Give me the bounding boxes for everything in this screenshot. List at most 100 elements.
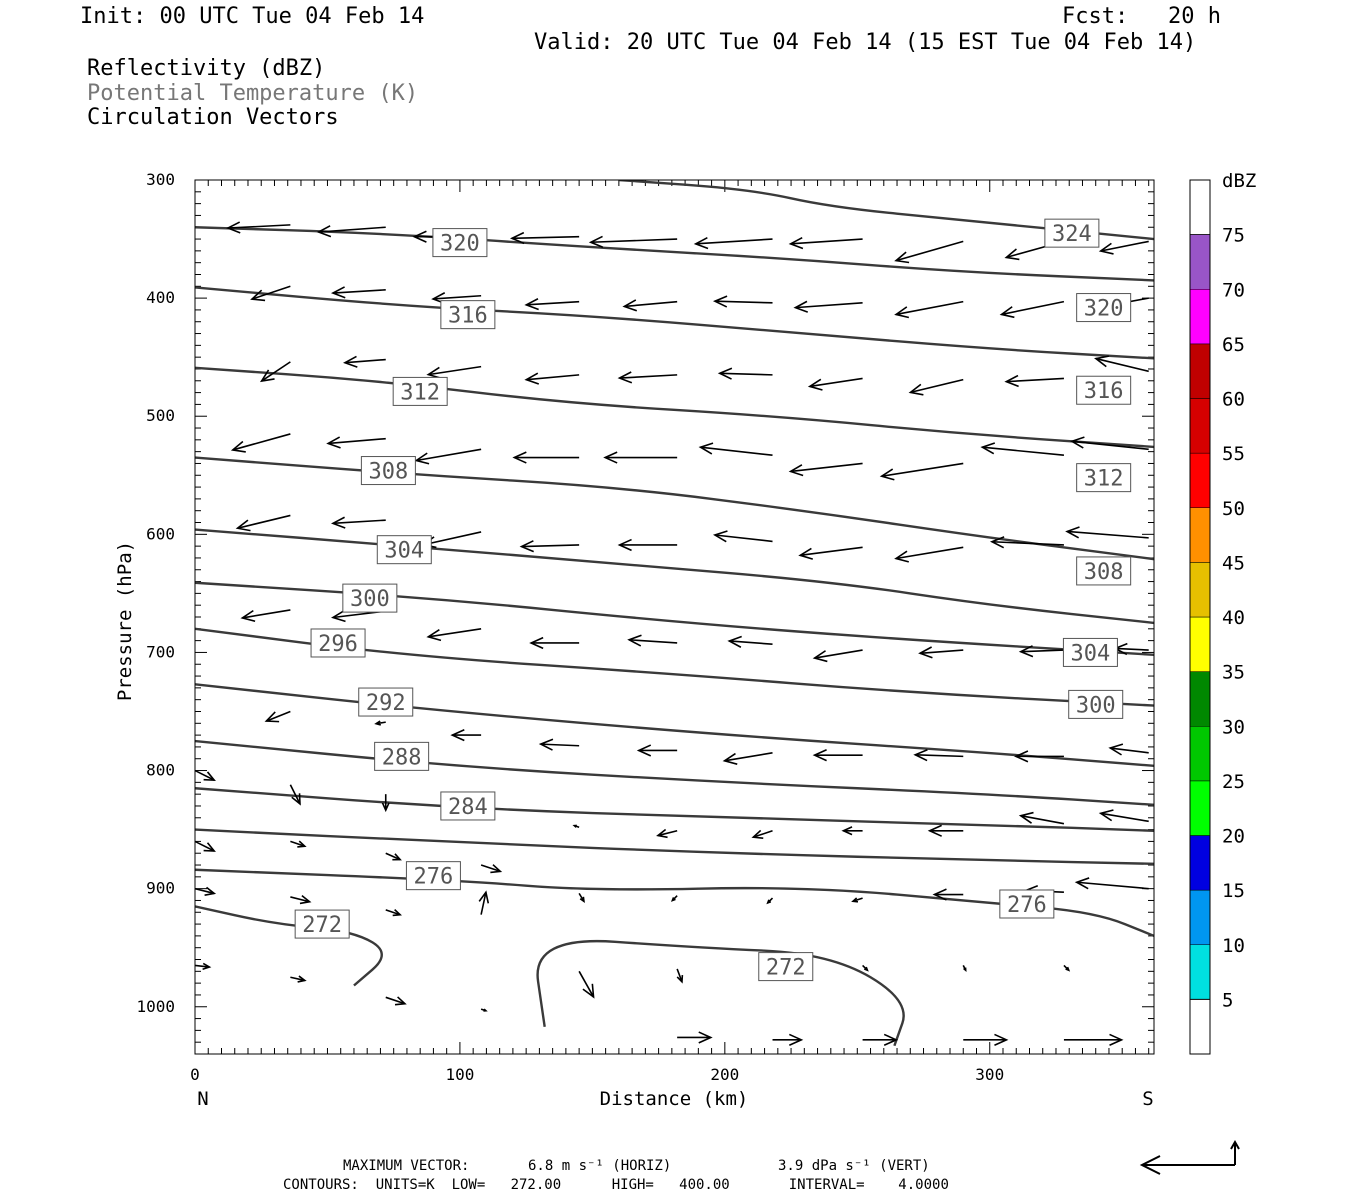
contour-label: 324 (1044, 218, 1100, 248)
circulation-vector (617, 371, 678, 384)
circulation-vector (480, 864, 503, 874)
circulation-vector (670, 895, 678, 902)
circulation-vector (290, 840, 307, 848)
circulation-vector (226, 221, 291, 234)
circulation-vector (240, 609, 291, 623)
svg-text:284: 284 (448, 795, 488, 820)
theta-contour-324 (618, 180, 1154, 241)
svg-text:300: 300 (350, 587, 390, 612)
circulation-vector (627, 634, 678, 647)
colorbar-tick-label: 10 (1222, 935, 1245, 957)
circulation-vector (195, 769, 216, 782)
contour-label: 272 (758, 952, 814, 982)
circulation-vector (717, 367, 773, 380)
circulation-vector (656, 828, 678, 839)
circulation-vector (812, 749, 863, 762)
colorbar-segment (1189, 889, 1211, 945)
contour-label: 304 (1062, 637, 1118, 667)
contour-label: 288 (374, 741, 430, 771)
circulation-vector (766, 897, 774, 905)
contour-label: 276 (405, 861, 461, 891)
svg-text:312: 312 (400, 380, 440, 405)
svg-text:316: 316 (448, 304, 488, 329)
field-potential-temperature: Potential Temperature (K) (87, 81, 419, 106)
circulation-vector (722, 752, 773, 765)
colorbar-segment (1189, 671, 1211, 727)
contour-label: 316 (1076, 375, 1132, 405)
x-end-label-north: N (197, 1088, 208, 1110)
svg-text:312: 312 (1084, 467, 1124, 492)
circulation-vector (636, 744, 678, 757)
circulation-vector (519, 540, 580, 553)
circulation-vector (414, 448, 482, 465)
svg-text:292: 292 (366, 691, 406, 716)
y-tick-label: 800 (146, 761, 175, 780)
y-tick-label: 700 (146, 642, 175, 661)
svg-text:272: 272 (302, 913, 342, 938)
axes-layer: 300 400 500 600 700 800 900 1000 0 100 200 300 (136, 170, 1154, 1084)
circulation-vector (524, 298, 580, 311)
colorbar-frame (1189, 179, 1211, 1055)
circulation-vector (385, 909, 402, 917)
circulation-vector (851, 897, 863, 903)
contour-label: 320 (1076, 293, 1132, 323)
circulation-vector (264, 710, 291, 723)
circulation-vector (512, 451, 580, 464)
circulation-vector (1013, 750, 1064, 763)
circulation-vector (879, 462, 964, 481)
contour-label: 300 (1068, 689, 1124, 719)
theta-contour-308 (195, 528, 1154, 625)
colorbar-tick-label: 30 (1222, 716, 1245, 738)
circulation-vector (1098, 240, 1149, 255)
contour-label: 276 (999, 889, 1055, 919)
circulation-vector (798, 546, 863, 560)
circulation-vector (622, 299, 678, 312)
theta-contour-288 (195, 739, 1154, 806)
contour-label: 272 (294, 909, 350, 939)
theta-contour-292 (195, 683, 1154, 768)
circulation-vector (807, 377, 863, 391)
y-tick-label: 1000 (136, 997, 175, 1016)
circulation-vector (529, 636, 580, 650)
circulation-vector (793, 300, 863, 313)
circulation-vector (250, 285, 291, 302)
forecast-hour: Fcst: 20 h (1062, 4, 1221, 29)
y-tick-label: 400 (146, 288, 175, 307)
circulation-vector (918, 646, 964, 659)
circulation-vector (588, 235, 678, 248)
svg-text:272: 272 (766, 956, 806, 981)
colorbar-segment (1189, 726, 1211, 782)
y-tick-label: 600 (146, 524, 175, 543)
colorbar-segment (1189, 998, 1211, 1055)
circulation-vector (962, 965, 967, 972)
circulation-vector (478, 890, 490, 915)
circulation-vector (330, 286, 386, 299)
colorbar-segment (1189, 452, 1211, 508)
circulation-vector (788, 236, 863, 250)
theta-contour-320 (195, 286, 1154, 360)
circulation-vector (862, 1033, 899, 1046)
y-tick-label: 900 (146, 879, 175, 898)
circulation-vector (908, 378, 964, 396)
colorbar-segment (1189, 179, 1211, 236)
svg-text:308: 308 (369, 460, 409, 485)
circulation-vector (932, 888, 964, 901)
circulation-vector (603, 451, 678, 464)
circulation-vector (727, 635, 773, 648)
circulation-vector (894, 240, 964, 264)
theta-contour-272 (536, 939, 905, 1047)
circulation-vector (772, 1033, 804, 1046)
colorbar-tick-label: 45 (1222, 552, 1245, 574)
circulation-vector (195, 886, 217, 896)
circulation-vector (980, 442, 1065, 456)
colorbar-tick-label: 5 (1222, 989, 1233, 1011)
circulation-vector (230, 433, 291, 453)
circulation-vector (712, 530, 773, 543)
colorbar-segment (1189, 780, 1211, 836)
colorbar-tick-label: 25 (1222, 771, 1245, 793)
max-vector-label: MAXIMUM VECTOR: (343, 1158, 470, 1174)
theta-contour-272 (195, 905, 383, 987)
circulation-vector (426, 365, 482, 379)
circulation-vector (342, 355, 386, 368)
